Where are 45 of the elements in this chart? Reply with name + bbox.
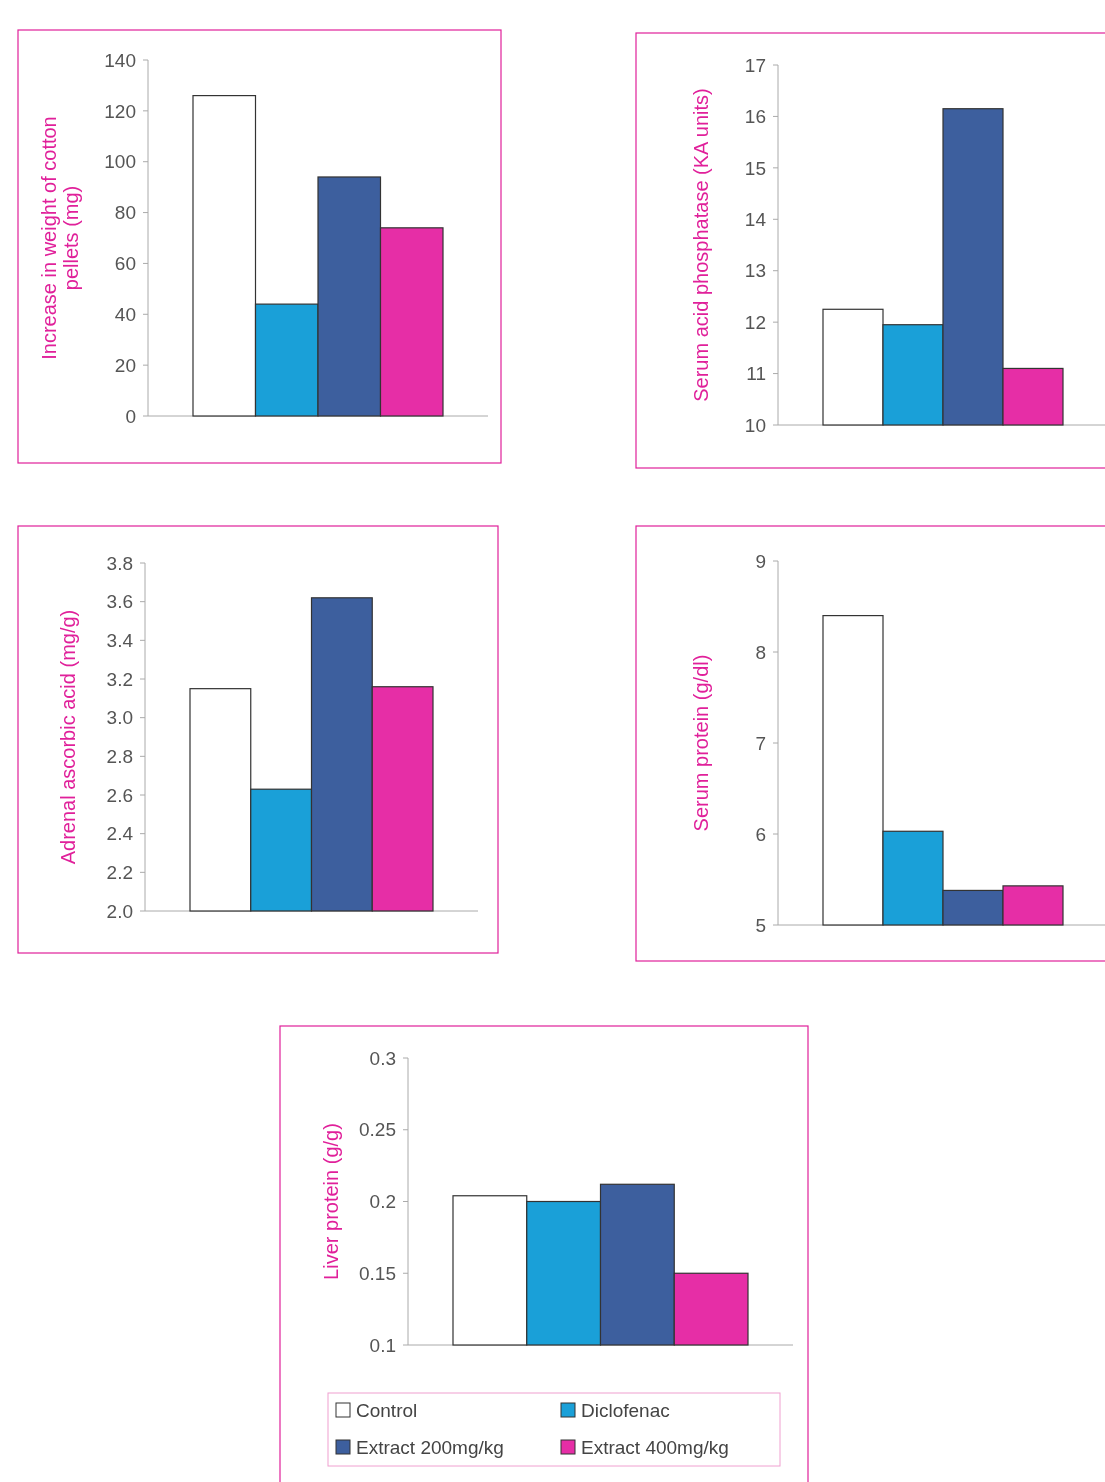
y-tick-label: 3.0: [106, 707, 133, 729]
y-tick-label: 5: [755, 914, 766, 936]
y-tick-label: 13: [744, 260, 766, 282]
y-tick-label: 17: [744, 54, 766, 76]
y-tick-label: 12: [744, 311, 766, 333]
y-tick-label: 2.6: [106, 784, 133, 806]
y-tick-label: 2.4: [106, 823, 134, 845]
y-axis-title: Adrenal ascorbic acid (mg/g): [57, 609, 79, 865]
y-tick-label: 40: [114, 303, 136, 325]
y-tick-label: 0.2: [369, 1191, 396, 1213]
y-tick-label: 0.1: [369, 1334, 396, 1356]
y-tick-label: 3.2: [106, 668, 133, 690]
y-tick-label: 2.0: [106, 900, 133, 922]
y-tick-label: 2.8: [106, 745, 133, 767]
y-tick-label: 9: [755, 550, 766, 572]
y-tick-label: 140: [104, 49, 136, 71]
y-axis-title: Serum protein (g/dl): [690, 654, 712, 832]
y-tick-label: 0.15: [359, 1262, 396, 1284]
y-tick-label: 120: [104, 100, 136, 122]
y-tick-label: 3.4: [106, 629, 134, 651]
legend-label: Extract 400mg/kg: [581, 1436, 729, 1458]
y-tick-label: 6: [755, 823, 766, 845]
y-tick-label: 0.3: [369, 1047, 396, 1069]
y-tick-label: 0.25: [359, 1119, 396, 1141]
y-axis-title: Increase in weight of cotton pellets (mg): [38, 116, 82, 360]
y-tick-label: 10: [744, 414, 766, 436]
legend-label: Diclofenac: [581, 1399, 670, 1421]
legend-label: Extract 200mg/kg: [356, 1436, 504, 1458]
y-tick-label: 100: [104, 151, 136, 173]
y-tick-label: 60: [114, 253, 136, 275]
y-tick-label: 16: [744, 106, 766, 128]
y-tick-label: 15: [744, 157, 766, 179]
y-tick-label: 11: [746, 363, 766, 385]
y-tick-label: 80: [114, 202, 136, 224]
y-tick-label: 3.6: [106, 591, 133, 613]
y-tick-label: 7: [755, 732, 766, 754]
y-tick-label: 8: [755, 641, 766, 663]
legend-label: Control: [356, 1399, 418, 1421]
y-tick-label: 3.8: [106, 552, 133, 574]
y-tick-label: 0: [125, 405, 136, 427]
y-tick-label: 20: [114, 354, 136, 376]
y-axis-title: Liver protein (g/g): [320, 1123, 342, 1280]
y-tick-label: 14: [744, 208, 767, 230]
y-tick-label: 2.2: [106, 861, 133, 883]
y-axis-title: Serum acid phosphatase (KA units): [690, 88, 712, 402]
